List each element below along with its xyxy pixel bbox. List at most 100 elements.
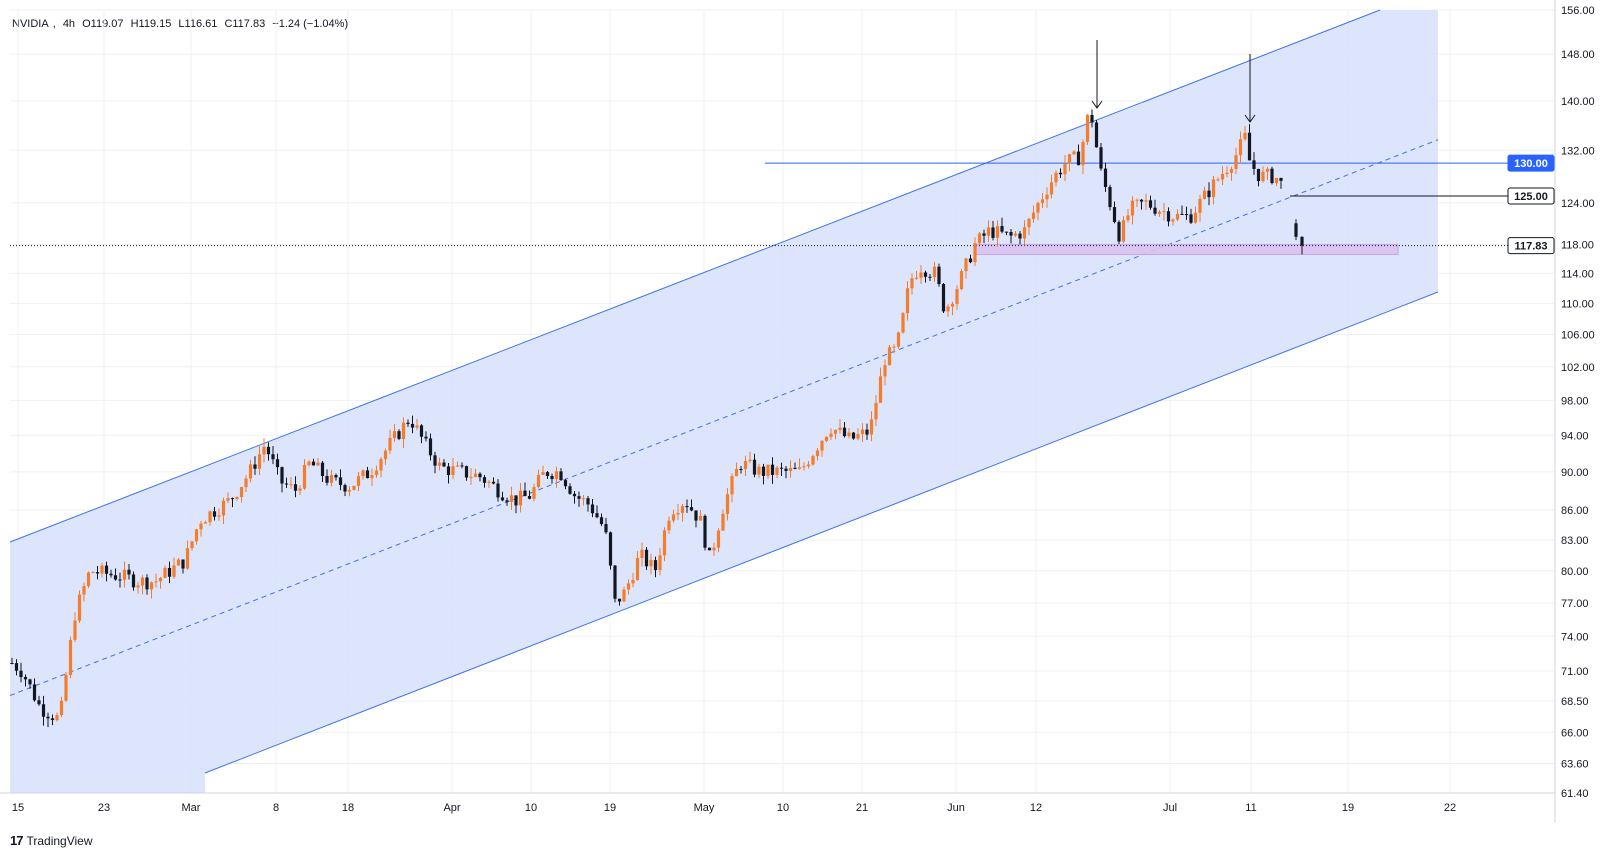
candle-body [383, 450, 388, 460]
candle-body [302, 464, 307, 489]
candle-body [770, 464, 775, 475]
candle-body [1294, 223, 1298, 237]
channel-median-line [9, 139, 1439, 697]
candle-body [820, 440, 824, 451]
candle-body [293, 484, 298, 491]
candle-body [1274, 177, 1279, 184]
candle-body [1126, 215, 1130, 221]
candle-body [1211, 179, 1216, 198]
candle-body [374, 470, 379, 476]
candle-body [554, 471, 559, 480]
candle-body [1198, 198, 1202, 213]
candle-body [64, 674, 68, 701]
candle-body [806, 464, 811, 467]
candle-body [1031, 212, 1036, 219]
candle-body [284, 483, 289, 485]
candle-body [473, 473, 478, 477]
candle-body [1300, 236, 1304, 246]
candle-body [829, 433, 833, 437]
candle-body [658, 555, 662, 571]
y-tick-label: 63.60 [1561, 758, 1589, 770]
candle-body [995, 226, 1000, 238]
y-tick-label: 83.00 [1561, 535, 1589, 547]
y-tick-label: 102.00 [1561, 362, 1595, 374]
candle-body [514, 495, 518, 506]
candle-body [1180, 213, 1184, 215]
candle-body [1157, 211, 1162, 214]
candle-body [1013, 233, 1018, 236]
tradingview-logo[interactable]: 17 TradingView [10, 833, 93, 848]
candle-body [500, 497, 505, 501]
price-badge-label: 117.83 [1514, 241, 1547, 253]
tradingview-logo-text: TradingView [26, 833, 93, 848]
candle-body [437, 462, 442, 466]
x-tick-label: 19 [1342, 802, 1354, 814]
candle-body [730, 476, 734, 495]
candle-body [347, 489, 352, 492]
candle-body [856, 434, 860, 439]
candle-body [442, 462, 446, 467]
candle-body [532, 487, 536, 499]
legend-interval: 4h [62, 18, 76, 30]
candle-body [991, 227, 995, 238]
price-badge-label: 130.00 [1514, 158, 1548, 170]
candle-body [1261, 171, 1265, 182]
candle-body [734, 468, 739, 477]
candle-body [644, 549, 649, 567]
candle-body [959, 271, 964, 290]
x-tick-label: 15 [12, 802, 24, 814]
candle-body [460, 465, 464, 467]
candle-body [743, 460, 748, 470]
candle-body [860, 429, 865, 435]
candle-body [1189, 214, 1193, 223]
candle-body [667, 520, 671, 531]
candle-body [172, 565, 176, 577]
candle-body [752, 459, 757, 475]
candle-body [721, 513, 725, 531]
candle-body [266, 446, 271, 455]
candle-body [1234, 155, 1238, 169]
candle-body [910, 278, 914, 289]
candle-body [1045, 194, 1049, 200]
candle-body [298, 488, 302, 491]
legend-close: C117.83 [224, 18, 266, 30]
candle-body [950, 303, 955, 307]
x-tick-label: 23 [98, 802, 110, 814]
candle-body [802, 466, 806, 468]
candle-body [307, 461, 311, 465]
candle-body [748, 459, 752, 461]
candle-body [491, 481, 496, 484]
candle-body [1229, 168, 1234, 173]
candle-body [127, 569, 131, 575]
candle-body [617, 598, 622, 602]
candle-body [136, 585, 140, 588]
candle-body [410, 423, 415, 428]
x-tick-label: 19 [604, 802, 616, 814]
y-tick-label: 94.00 [1561, 430, 1589, 442]
candle-body [343, 485, 347, 492]
candle-body [707, 547, 712, 551]
candle-body [1036, 203, 1040, 213]
candle-body [1022, 227, 1027, 239]
candle-body [289, 484, 293, 486]
candle-body [1067, 154, 1072, 164]
candle-body [550, 476, 554, 480]
candle-body [19, 670, 23, 678]
candle-body [104, 565, 109, 574]
candle-body [851, 432, 856, 439]
candle-body [941, 284, 946, 312]
candle-body [955, 289, 959, 304]
candle-body [1243, 132, 1247, 140]
candle-body [59, 700, 64, 716]
candle-body [388, 438, 392, 451]
candle-body [815, 450, 820, 457]
y-tick-label: 148.00 [1561, 49, 1595, 61]
x-tick-label: Apr [443, 802, 460, 814]
candle-body [703, 515, 707, 548]
candle-body [1184, 214, 1189, 216]
candle-body [892, 346, 896, 348]
candle-body [424, 436, 428, 439]
candle-body [199, 523, 203, 530]
y-tick-label: 106.00 [1561, 329, 1595, 341]
